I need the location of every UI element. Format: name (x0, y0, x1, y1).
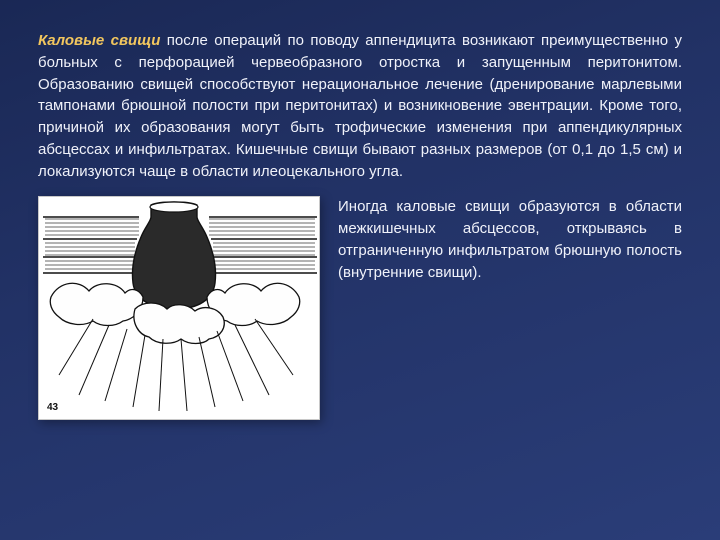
top-paragraph: Каловые свищи после операций по поводу а… (38, 30, 682, 182)
slide: Каловые свищи после операций по поводу а… (0, 0, 720, 440)
top-paragraph-rest: после операций по поводу аппендицита воз… (38, 32, 682, 180)
side-paragraph: Иногда каловые свищи образуются в област… (338, 196, 682, 283)
anatomical-figure: 43 (38, 196, 320, 420)
content-row: 43 Иногда каловые свищи образуются в обл… (38, 196, 682, 420)
lede-term: Каловые свищи (38, 32, 160, 49)
figure-number: 43 (47, 402, 58, 413)
fistula-illustration-icon (39, 197, 320, 420)
